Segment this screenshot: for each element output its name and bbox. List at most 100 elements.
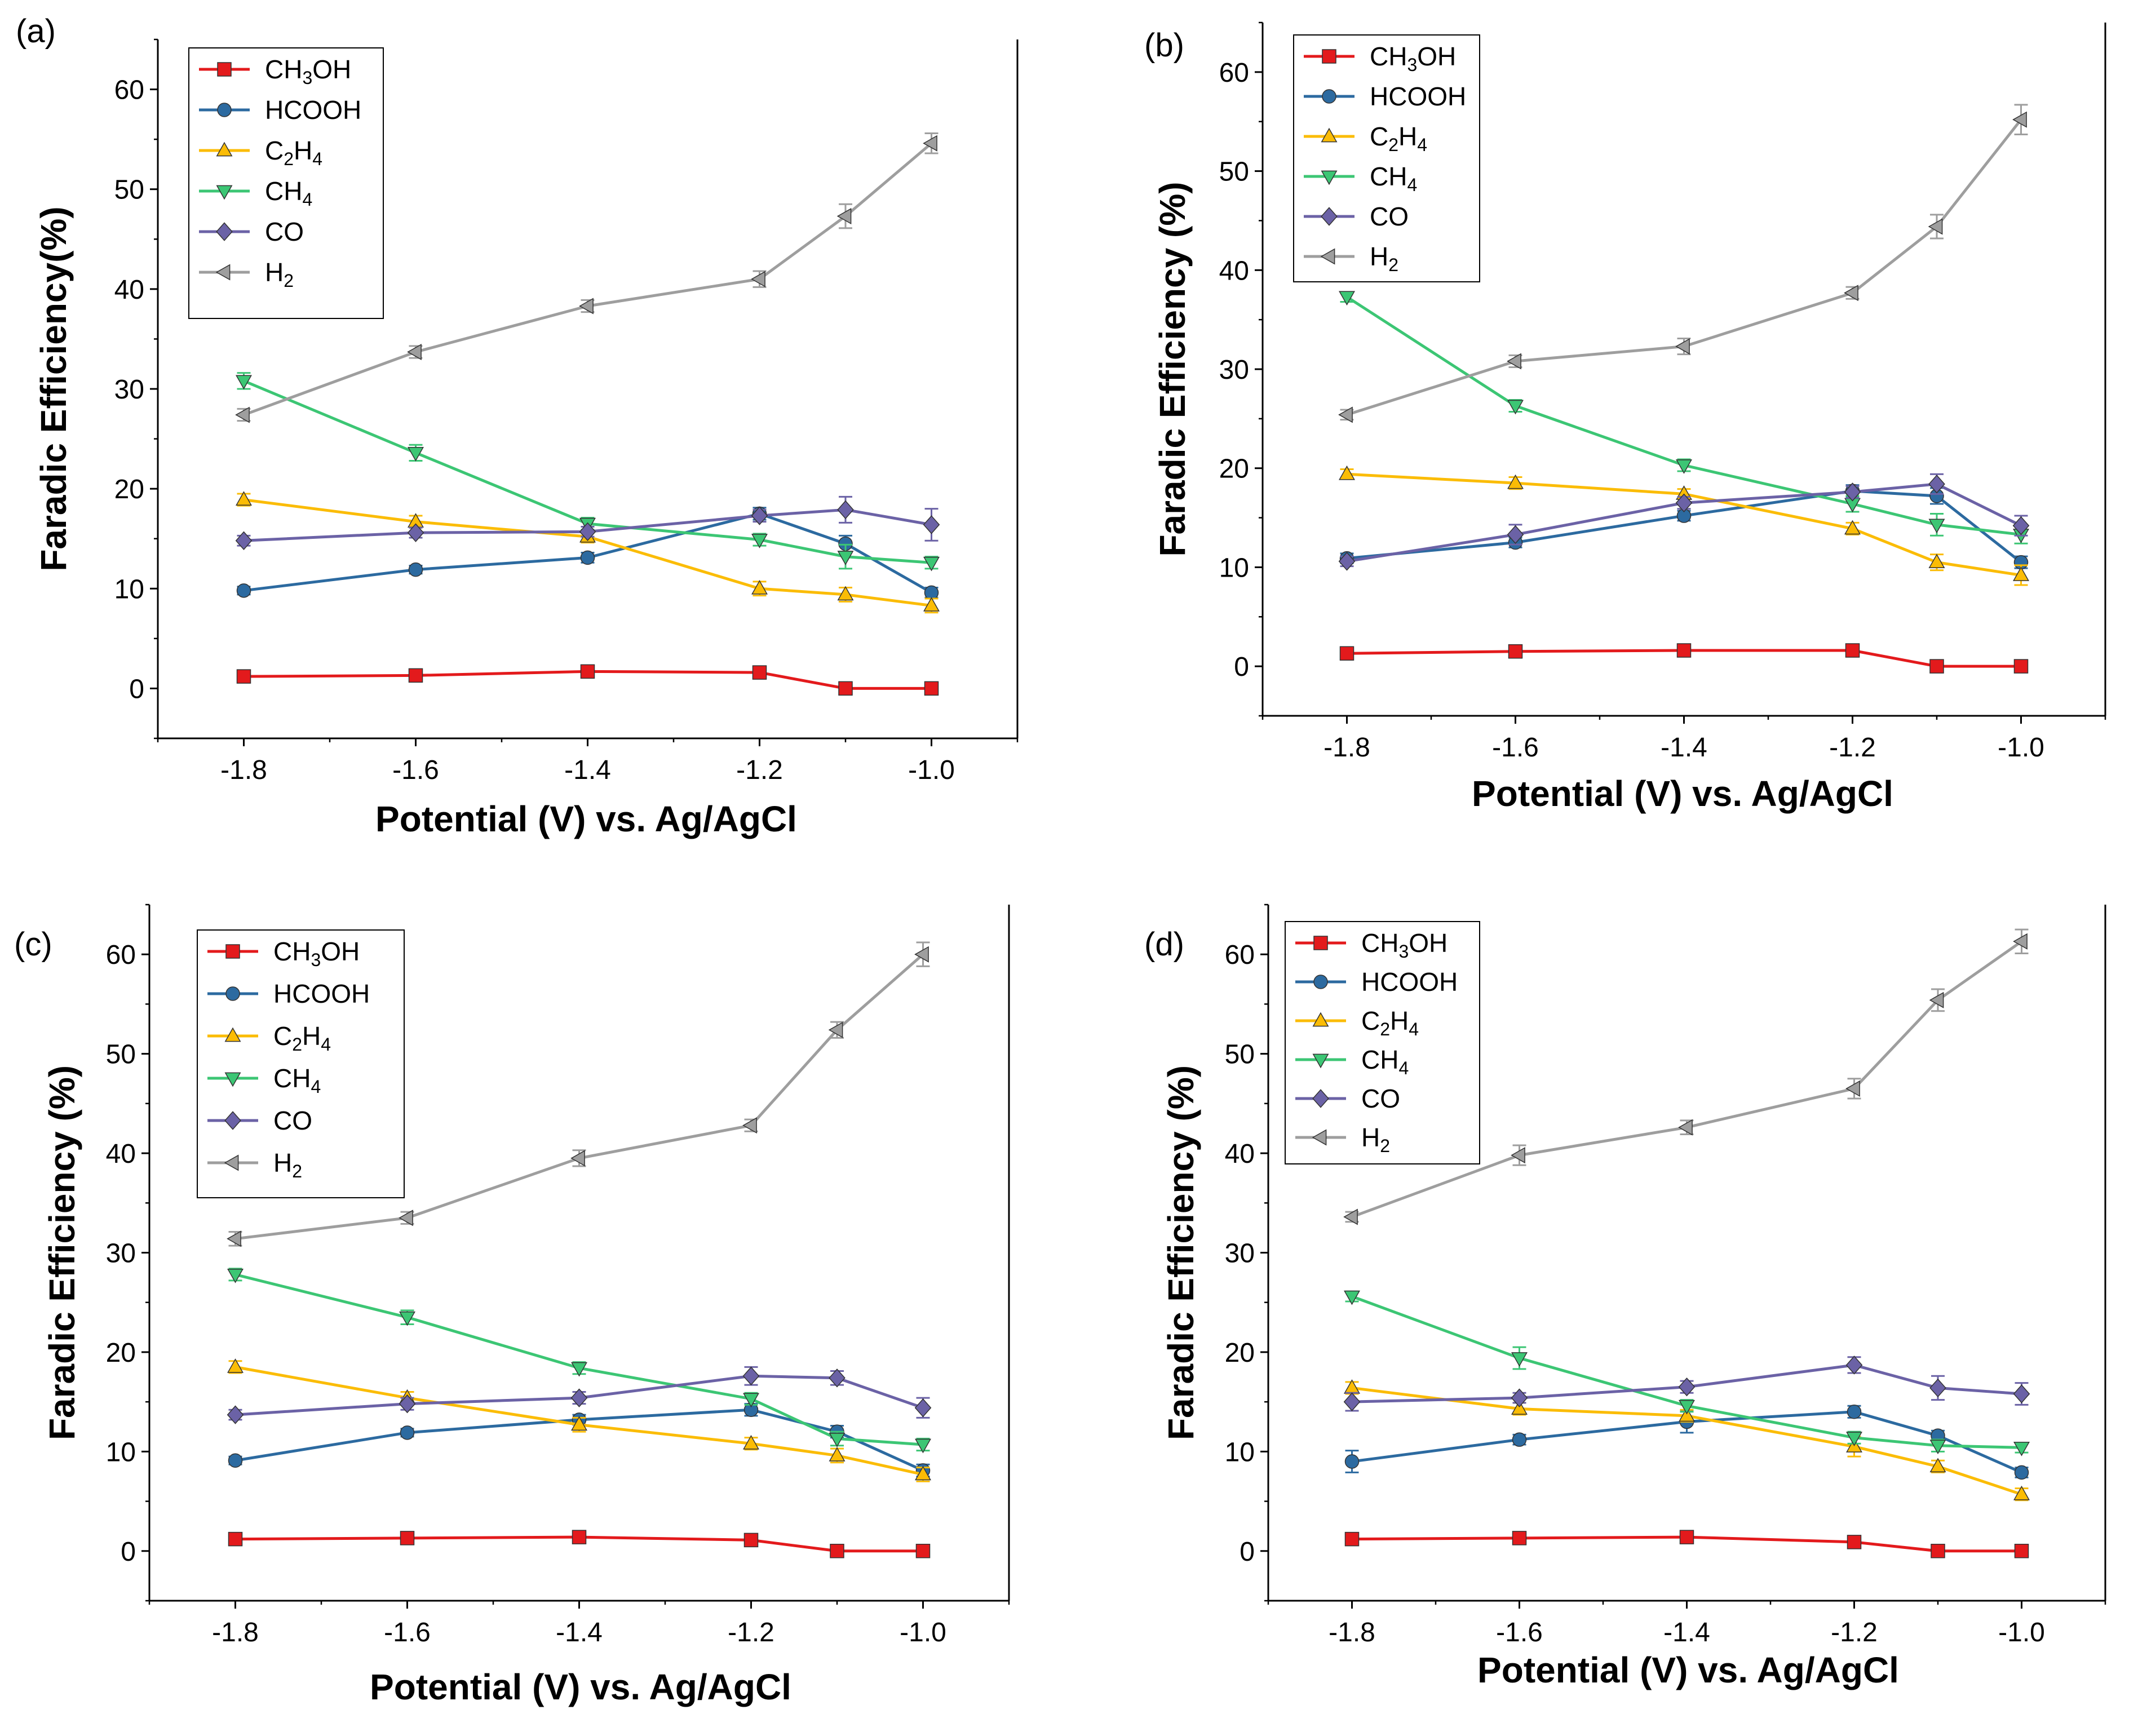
series-line-CO <box>235 1374 924 1416</box>
series-line-CH4 <box>234 1273 923 1446</box>
x-tick-label: -1.4 <box>1661 733 1707 763</box>
data-point-C2H4 <box>1679 1407 1695 1422</box>
data-point-C2H4 <box>751 579 768 595</box>
data-point-CH4 <box>236 375 252 390</box>
x-tick-label: -1.6 <box>1496 1618 1543 1648</box>
legend-label-H2: H2 <box>265 258 294 291</box>
legend-marker <box>1313 936 1328 950</box>
data-point-CO <box>837 500 854 520</box>
data-point-CH4 <box>837 551 854 565</box>
x-tick-label: -1.4 <box>556 1618 603 1648</box>
x-tick-label: -1.4 <box>564 755 611 785</box>
legend-label-CH4: CH4 <box>1361 1045 1409 1078</box>
data-point-CO <box>1929 1378 1946 1398</box>
y-tick-label: 10 <box>106 1437 136 1467</box>
y-tick-label: 20 <box>1225 1338 1255 1368</box>
x-tick-label: -1.8 <box>1323 733 1370 763</box>
data-point-CH4 <box>1679 1400 1695 1415</box>
x-tick-label: -1.2 <box>1831 1618 1878 1648</box>
data-point-CH4 <box>1676 459 1692 474</box>
legend-marker <box>1322 49 1336 64</box>
data-point-H2 <box>407 343 422 360</box>
data-point-CO <box>1507 525 1524 544</box>
legend-label-CO: CO <box>273 1106 312 1135</box>
legend-marker <box>224 1111 241 1130</box>
x-tick-label: -1.8 <box>212 1618 259 1648</box>
data-point-H2 <box>579 298 594 315</box>
series-line-CH3OH <box>235 1535 923 1553</box>
y-tick-label: 30 <box>106 1239 136 1269</box>
y-tick-label: 0 <box>121 1537 136 1567</box>
legend: CH3OH HCOOH C2H4 CH4 CO H2 <box>188 47 384 319</box>
x-tick-label: -1.0 <box>1998 1618 2045 1648</box>
y-tick-label: 50 <box>106 1040 136 1070</box>
y-axis-title: Faradic Efficiency (%) <box>1152 181 1193 556</box>
data-point-C2H4 <box>1511 1400 1528 1415</box>
chart-panel-2: (c) 0 10 20 30 40 50 60 -1.8 -1.6 -1.4 -1.2 -1.0 Pote… <box>14 904 1010 1707</box>
data-point-CO <box>1343 1392 1361 1411</box>
y-tick-label: 0 <box>1234 652 1249 682</box>
y-tick-label: 0 <box>1240 1537 1255 1567</box>
y-tick-label: 50 <box>114 175 144 205</box>
y-tick-label: 50 <box>1225 1040 1255 1070</box>
data-point-CH3OH <box>838 681 853 696</box>
x-tick-label: -1.0 <box>1998 733 2044 763</box>
series-line-C2H4 <box>244 498 932 607</box>
legend-label-HCOOH: HCOOH <box>265 95 361 125</box>
x-tick-label: -1.8 <box>1329 1618 1375 1648</box>
y-tick-label: 60 <box>114 76 144 105</box>
data-point-CO <box>1928 475 1945 494</box>
series-line-CO <box>1347 482 2022 563</box>
panel-label: (b) <box>1144 27 1184 64</box>
data-point-C2H4 <box>1507 474 1524 489</box>
chart-panel-1: (b) 0 10 20 30 40 50 60 -1.8 -1.6 -1.4 -1.2 -1.0 Pote… <box>1144 21 2106 814</box>
y-tick-label: 20 <box>114 475 144 504</box>
legend-label-H2: H2 <box>1370 242 1398 275</box>
data-point-HCOOH <box>408 562 423 577</box>
data-point-CH3OH <box>743 1533 759 1548</box>
series-line-H2 <box>243 142 933 417</box>
data-point-C2H4 <box>236 491 252 506</box>
data-point-CO <box>399 1394 416 1414</box>
legend-marker <box>216 222 233 241</box>
x-axis-title: Potential (V) vs. Ag/AgCl <box>370 1667 791 1707</box>
data-point-CH3OH <box>1676 643 1692 658</box>
panel-label: (c) <box>14 926 52 963</box>
data-point-CH3OH <box>2014 1544 2029 1558</box>
y-axis-title: Faradic Efficiency(%) <box>33 206 74 571</box>
data-point-CH4 <box>743 1393 759 1408</box>
series-line-C2H4 <box>235 1365 924 1476</box>
legend-label-HCOOH: HCOOH <box>1361 967 1458 997</box>
series-line-CH3OH <box>244 670 932 690</box>
panel-label: (d) <box>1144 926 1184 963</box>
series-C2H4 <box>236 491 940 614</box>
data-point-CH4 <box>399 1311 415 1326</box>
data-point-CO <box>1511 1388 1528 1407</box>
data-point-H2 <box>836 208 852 225</box>
data-point-C2H4 <box>571 1416 587 1431</box>
series-CH3OH <box>228 1530 931 1558</box>
data-point-H2 <box>828 1021 843 1038</box>
data-point-H2 <box>2012 111 2027 128</box>
data-point-CO <box>1845 1356 1863 1375</box>
data-point-CH3OH <box>228 1531 243 1547</box>
data-point-H2 <box>742 1117 757 1134</box>
data-point-C2H4 <box>829 1447 846 1462</box>
data-point-CH3OH <box>1679 1530 1694 1544</box>
data-point-CH4 <box>1846 1432 1862 1446</box>
data-point-H2 <box>1343 1208 1358 1225</box>
data-point-CO <box>227 1405 244 1424</box>
legend-label-CH3OH: CH3OH <box>1361 928 1448 962</box>
data-point-C2H4 <box>923 597 940 612</box>
series-H2 <box>235 132 939 423</box>
series-line-H2 <box>1351 940 2022 1219</box>
y-tick-label: 0 <box>129 674 144 704</box>
x-axis-title: Potential (V) vs. Ag/AgCl <box>375 799 797 839</box>
data-point-CH3OH <box>1847 1535 1862 1549</box>
data-point-CH3OH <box>572 1530 587 1544</box>
series-line-HCOOH <box>1347 489 2022 564</box>
data-point-CO <box>579 522 596 542</box>
legend-label-CH3OH: CH3OH <box>265 55 351 88</box>
data-point-CH4 <box>1344 1290 1360 1305</box>
data-point-CH4 <box>408 447 424 462</box>
